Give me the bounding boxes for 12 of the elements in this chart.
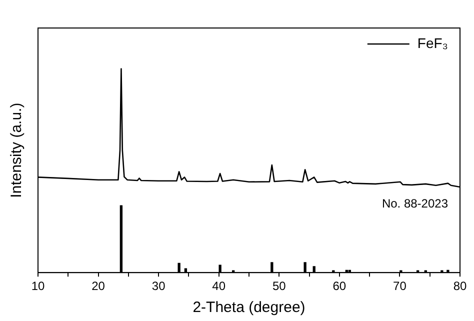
x-tick-label: 60 (332, 279, 346, 294)
x-tick-label: 20 (92, 279, 106, 294)
x-tick-label: 10 (31, 279, 45, 294)
x-tick-label: 80 (453, 279, 467, 294)
annotation: No. 88-2023 (382, 196, 448, 210)
legend-label: FeF₃ (417, 34, 448, 51)
x-tick-label: 50 (272, 279, 286, 294)
y-axis-title: Intensity (a.u.) (8, 102, 26, 198)
x-axis-title: 2-Theta (degree) (192, 299, 306, 316)
x-tick-label: 40 (212, 279, 226, 294)
x-tick-label: 30 (152, 279, 166, 294)
x-tick-label: 70 (393, 279, 407, 294)
